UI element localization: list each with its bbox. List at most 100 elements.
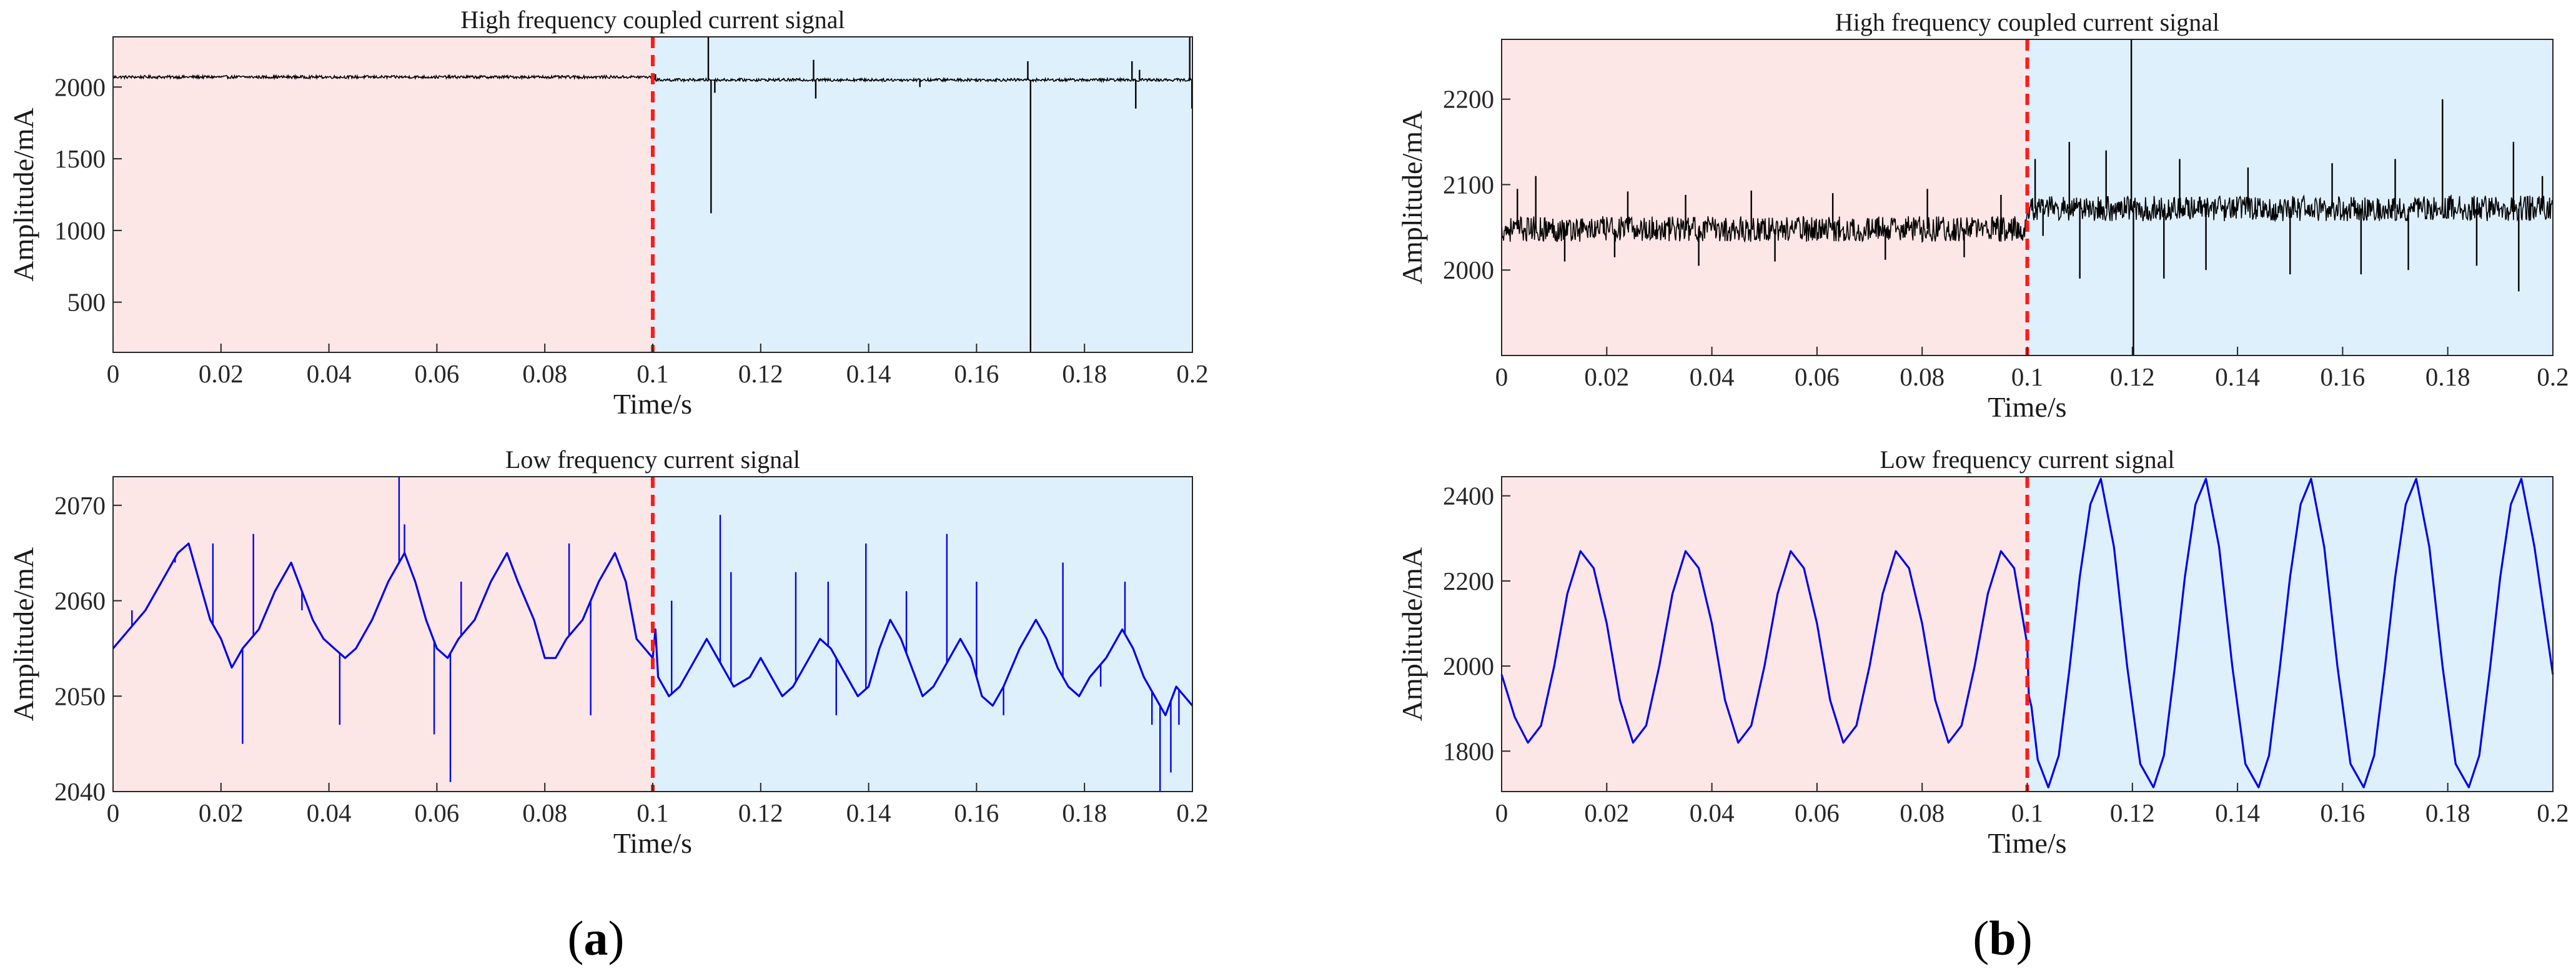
region-before-divider [113, 477, 653, 792]
x-tick-label: 0.18 [2425, 798, 2470, 827]
region-after-divider [2027, 477, 2553, 792]
x-tick-label: 0.1 [2011, 798, 2043, 827]
x-tick-label: 0.08 [522, 359, 567, 388]
region-after-divider [653, 477, 1192, 792]
caption-b: (b) [1973, 911, 2032, 965]
x-tick-label: 0.04 [307, 359, 352, 388]
y-tick-label: 2040 [54, 777, 106, 806]
x-tick-label: 0.02 [199, 359, 244, 388]
chart-b-bottom-series [1500, 477, 2554, 788]
y-tick-label: 2400 [1443, 482, 1494, 510]
region-after-divider [2027, 39, 2553, 355]
x-tick-label: 0.02 [1584, 362, 1629, 391]
chart-a-top: 0 0.02 0.04 0.06 0.08 0.1 0.12 0.14 0.16 0.18 0.2 5… [7, 6, 1209, 420]
x-tick-label: 0.14 [2215, 798, 2260, 827]
chart-a-bottom-series [112, 477, 1194, 792]
y-tick-label: 2070 [54, 491, 106, 520]
y-tick-label: 500 [67, 288, 106, 317]
chart-b-bottom-xlabel: Time/s [1988, 827, 2066, 859]
y-tick-label: 1500 [54, 144, 106, 173]
x-tick-label: 0.04 [1690, 798, 1735, 827]
chart-b-bottom: 0 0.02 0.04 0.06 0.08 0.1 0.12 0.14 0.16 0.18 0.2 1… [1396, 445, 2569, 859]
caption-a: (a) [568, 911, 625, 965]
chart-a-bottom-ylabel: Amplitude/mA [7, 547, 39, 722]
chart-a-top-xlabel: Time/s [613, 388, 692, 420]
region-before-divider [113, 37, 653, 352]
x-tick-label: 0 [1495, 798, 1508, 827]
chart-b-bottom-regions [1502, 477, 2553, 792]
x-tick-label: 0.12 [2110, 798, 2155, 827]
caption-b-letter: b [1989, 911, 2016, 965]
chart-b-top-title: High frequency coupled current signal [1835, 8, 2219, 36]
x-tick-label: 0.14 [846, 359, 891, 388]
y-tick-label: 2000 [1443, 256, 1494, 284]
region-before-divider [1502, 477, 2028, 792]
x-tick-label: 0.16 [2321, 798, 2365, 827]
x-tick-label: 0.2 [1176, 359, 1208, 388]
x-tick-label: 0.2 [2537, 798, 2569, 827]
chart-a-bottom-xlabel: Time/s [613, 827, 692, 859]
y-tick-label: 1000 [54, 216, 106, 245]
chart-b-top-ticks: 0 0.02 0.04 0.06 0.08 0.1 0.12 0.14 0.16 0.18 0.2 2… [1443, 85, 2569, 391]
y-tick-label: 2000 [1443, 652, 1494, 680]
x-tick-label: 0.06 [415, 798, 460, 827]
y-tick-label: 2060 [54, 587, 106, 615]
x-tick-label: 0.14 [846, 798, 891, 827]
caption-a-letter: a [584, 911, 608, 965]
x-tick-label: 0.16 [954, 798, 999, 827]
x-tick-label: 0.08 [522, 798, 567, 827]
chart-b-top-ylabel: Amplitude/mA [1396, 111, 1428, 285]
chart-a-bottom-ticks: 0 0.02 0.04 0.06 0.08 0.1 0.12 0.14 0.16 0.18 0.2 2… [54, 491, 1209, 827]
y-tick-label: 2100 [1443, 170, 1494, 199]
x-tick-label: 0.04 [307, 798, 352, 827]
x-tick-label: 0 [107, 359, 120, 388]
y-tick-label: 2200 [1443, 85, 1494, 114]
chart-b-bottom-title: Low frequency current signal [1880, 445, 2174, 474]
x-tick-label: 0.06 [1795, 798, 1840, 827]
x-tick-label: 0.1 [637, 359, 668, 388]
y-tick-label: 2000 [54, 72, 106, 101]
x-tick-label: 0 [1495, 362, 1508, 391]
x-tick-label: 0.2 [2537, 362, 2569, 391]
chart-a-top-regions [113, 37, 1192, 352]
series-line-b-bottom [1500, 477, 2554, 788]
x-tick-label: 0.04 [1690, 362, 1735, 391]
region-before-divider [1502, 39, 2028, 355]
chart-b-top: 0 0.02 0.04 0.06 0.08 0.1 0.12 0.14 0.16 0.18 0.2 2… [1396, 8, 2569, 423]
x-tick-label: 0.1 [2011, 362, 2043, 391]
x-tick-label: 0.06 [415, 359, 460, 388]
x-tick-label: 0.18 [2425, 362, 2470, 391]
x-tick-label: 0.18 [1062, 798, 1107, 827]
caption-b-open: ( [1973, 911, 1989, 965]
x-tick-label: 0.02 [199, 798, 244, 827]
chart-a-bottom-regions [113, 477, 1192, 792]
x-tick-label: 0.12 [2110, 362, 2155, 391]
x-tick-label: 0.12 [738, 359, 783, 388]
y-tick-label: 1800 [1443, 737, 1494, 765]
chart-a-bottom-title: Low frequency current signal [505, 445, 800, 474]
y-tick-label: 2050 [54, 682, 106, 710]
x-tick-label: 0.18 [1062, 359, 1107, 388]
x-tick-label: 0.06 [1795, 362, 1840, 391]
chart-b-bottom-ylabel: Amplitude/mA [1396, 547, 1428, 722]
chart-a-top-ylabel: Amplitude/mA [7, 107, 39, 282]
x-tick-label: 0.16 [954, 359, 999, 388]
x-tick-label: 0.1 [637, 798, 668, 827]
x-tick-label: 0.16 [2321, 362, 2365, 391]
caption-a-open: ( [568, 911, 584, 965]
x-tick-label: 0.14 [2215, 362, 2260, 391]
chart-b-top-xlabel: Time/s [1988, 391, 2066, 423]
series-line-a-bottom [112, 542, 1194, 717]
chart-a-top-ticks: 0 0.02 0.04 0.06 0.08 0.1 0.12 0.14 0.16 0.18 0.2 5… [54, 72, 1209, 388]
chart-b-bottom-ticks: 0 0.02 0.04 0.06 0.08 0.1 0.12 0.14 0.16 0.18 0.2 1… [1443, 482, 2569, 827]
x-tick-label: 0.12 [738, 798, 783, 827]
chart-a-bottom: 0 0.02 0.04 0.06 0.08 0.1 0.12 0.14 0.16 0.18 0.2 2… [7, 445, 1209, 859]
x-tick-label: 0.2 [1176, 798, 1208, 827]
chart-a-top-title: High frequency coupled current signal [460, 6, 845, 34]
caption-a-close: ) [608, 911, 625, 965]
chart-b-top-series [1501, 39, 2554, 355]
region-after-divider [653, 37, 1192, 352]
chart-b-top-regions [1502, 39, 2553, 355]
x-tick-label: 0.02 [1584, 798, 1629, 827]
